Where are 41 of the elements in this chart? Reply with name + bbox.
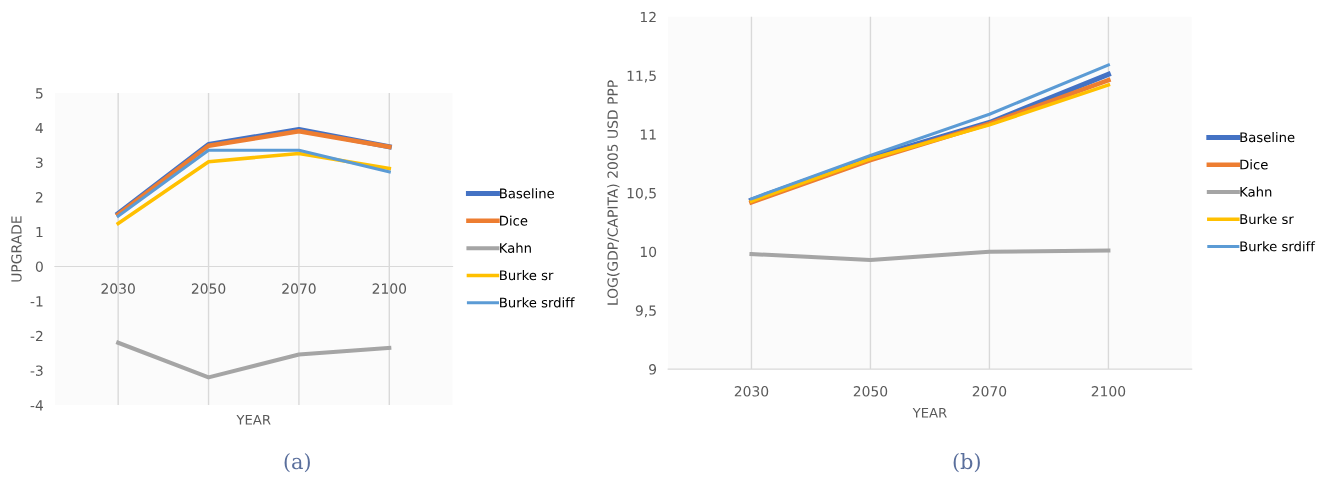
x-axis-title: YEAR — [912, 407, 947, 418]
legend-label: Dice — [1240, 159, 1268, 170]
y-tick-label: -1 — [30, 296, 43, 307]
y-tick-label: 2 — [35, 192, 43, 203]
x-tick-label: 2030 — [734, 386, 769, 397]
y-tick-label: 1 — [36, 226, 43, 238]
y-tick-label: 12 — [640, 11, 656, 23]
legend-label: Dice — [500, 215, 528, 226]
y-tick-label: -3 — [30, 365, 43, 376]
legend-label: Burke sr — [1240, 213, 1294, 225]
legend-label: Kahn — [1240, 186, 1272, 197]
x-tick-label: 2070 — [972, 386, 1007, 397]
y-tick-label: 3 — [36, 157, 43, 168]
y-axis-title: UPGRADE — [11, 216, 22, 282]
text: (b) — [953, 453, 980, 473]
y-axis-title: LOG(GDP/CAPITA) 2005 USD PPP — [607, 80, 620, 305]
y-tick-label: 11 — [640, 129, 656, 140]
y-tick-label: 10,5 — [627, 187, 656, 200]
legend-label: Burke srdiff — [1240, 241, 1316, 252]
y-tick-label: 5 — [36, 88, 43, 99]
legend-label: Baseline — [500, 188, 555, 199]
legend-label: Kahn — [500, 242, 531, 253]
x-tick-label: 2050 — [853, 386, 888, 397]
y-tick-label: 9 — [649, 364, 657, 375]
text: (a) — [284, 453, 310, 473]
x-tick-label: 2070 — [282, 283, 316, 294]
x-tick-label: 2100 — [1091, 386, 1126, 397]
y-tick-label: -2 — [30, 330, 43, 342]
legend-label: Burke srdiff — [500, 297, 575, 308]
y-tick-label: 0 — [35, 261, 43, 272]
y-tick-label: 4 — [35, 122, 44, 134]
x-axis-title: YEAR — [236, 414, 271, 425]
y-tick-label: 11,5 — [627, 70, 656, 83]
x-tick-label: 2050 — [191, 283, 226, 294]
x-tick-label: 2030 — [101, 283, 135, 294]
x-tick-label: 2100 — [372, 283, 407, 294]
y-tick-label: -4 — [30, 400, 44, 411]
y-tick-label: 9,5 — [635, 305, 656, 318]
legend-label: Baseline — [1240, 132, 1295, 143]
y-tick-label: 10 — [640, 246, 657, 258]
legend-label: Burke sr — [500, 270, 554, 281]
